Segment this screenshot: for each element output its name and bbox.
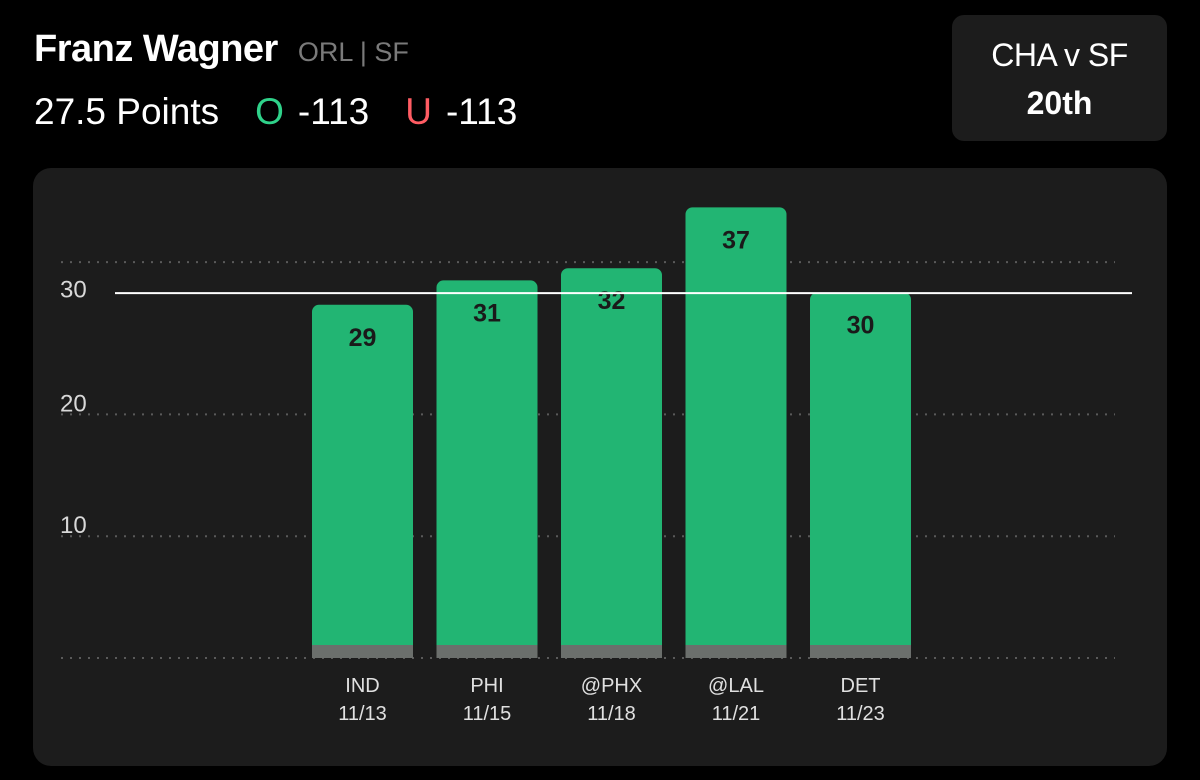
y-tick-label: 20 <box>60 390 87 417</box>
over-letter: O <box>255 91 284 132</box>
x-label-date: 11/13 <box>338 703 387 725</box>
matchup-card[interactable]: CHA v SF 20th <box>952 15 1167 141</box>
prop-line-row: 27.5 Points O -113 U -113 <box>34 88 553 136</box>
under-odds: -113 <box>445 91 518 132</box>
player-team-position: ORL | SF <box>297 37 409 67</box>
y-tick-label: 30 <box>60 277 87 304</box>
bar-base-PHI <box>436 645 538 658</box>
x-label-opponent: @PHX <box>581 675 642 697</box>
x-label-date: 11/23 <box>836 703 885 725</box>
prop-header: Franz Wagner ORL | SF 27.5 Points O -113… <box>34 28 914 138</box>
bar-PHI[interactable] <box>436 280 538 658</box>
bar-value-label: 29 <box>349 324 377 352</box>
x-label-date: 11/18 <box>587 703 636 725</box>
under-letter: U <box>405 91 432 132</box>
bar-IND[interactable] <box>312 304 413 658</box>
bar-base-@PHX <box>561 645 662 658</box>
under-odds-button[interactable]: U -113 <box>405 91 517 133</box>
bar-value-label: 31 <box>473 299 501 327</box>
bar-base-@LAL <box>685 645 787 658</box>
x-label-date: 11/15 <box>463 703 512 725</box>
bar-value-label: 30 <box>847 312 875 340</box>
y-tick-label: 10 <box>60 512 87 539</box>
chart-card: 10 20 30 29 IND 11/13 31 PHI 11/15 32 @PHX 11/18 37 @… <box>33 168 1167 766</box>
bar-base-DET <box>810 645 911 658</box>
bar-chart: 10 20 30 29 IND 11/13 31 PHI 11/15 32 @PHX 11/18 37 @… <box>60 207 1132 725</box>
x-label-opponent: PHI <box>470 675 503 697</box>
bar-@PHX[interactable] <box>561 268 662 658</box>
x-label-opponent: DET <box>841 675 881 697</box>
player-name[interactable]: Franz Wagner <box>34 28 278 70</box>
stat-line: 27.5 Points <box>34 91 220 132</box>
x-label-opponent: @LAL <box>708 675 764 697</box>
over-odds-button[interactable]: O -113 <box>255 91 369 133</box>
matchup-teams: CHA v SF <box>991 37 1128 73</box>
player-row: Franz Wagner ORL | SF <box>34 28 409 76</box>
over-odds: -113 <box>297 91 370 132</box>
bar-base-IND <box>312 645 413 658</box>
x-label-date: 11/21 <box>712 703 761 725</box>
bar-value-label: 37 <box>722 226 750 254</box>
x-label-opponent: IND <box>345 675 379 697</box>
matchup-rank: 20th <box>1026 85 1093 121</box>
bar-DET[interactable] <box>810 292 911 658</box>
bar-@LAL[interactable] <box>685 207 787 658</box>
bar-value-label: 32 <box>598 287 626 315</box>
